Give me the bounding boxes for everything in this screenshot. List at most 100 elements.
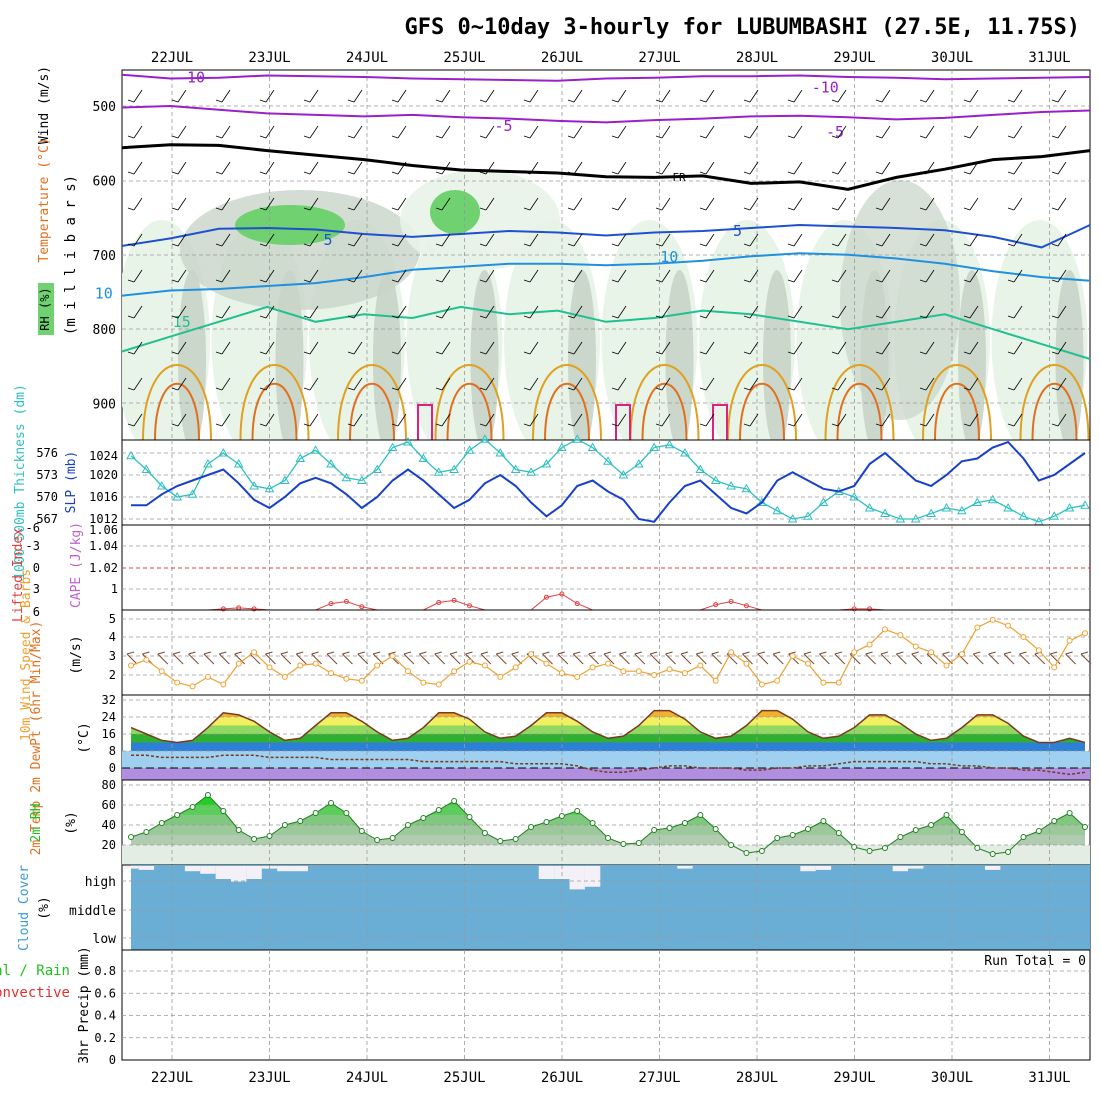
wind-speed-point — [1035, 647, 1042, 654]
wind-barb — [529, 161, 539, 175]
wind-barb-feather — [619, 651, 627, 655]
wind-barb — [441, 269, 451, 283]
wind-speed-point — [466, 658, 473, 665]
thickness-point — [172, 491, 183, 501]
wind-barb — [749, 413, 759, 427]
wind-barb-feather — [655, 423, 663, 427]
wind-barb — [661, 125, 671, 139]
wind-barb-feather — [1007, 243, 1015, 247]
wind-barb-feather — [373, 651, 381, 655]
chart-title: GFS 0~10day 3-hourly for LUBUMBASHI (27.… — [404, 15, 1080, 40]
wind-barb-feather — [963, 387, 971, 391]
wind-barb-feather — [919, 171, 927, 175]
wind-speed-point — [297, 662, 304, 669]
wind-barb — [1013, 377, 1023, 391]
wind-barb-feather — [787, 279, 795, 283]
wind-speed-point — [266, 664, 273, 671]
rh-point — [928, 822, 935, 828]
wind-speed-point — [928, 649, 935, 656]
wind-speed-point — [189, 683, 196, 690]
wind-barb — [309, 269, 319, 283]
wind-barb-feather — [988, 651, 996, 655]
wind-barb-feather — [743, 315, 751, 319]
wind-barb-feather — [919, 279, 927, 283]
wind-barb — [265, 377, 275, 391]
wind-10m-panel-frame — [121, 609, 1091, 696]
wind-speed-point — [989, 616, 996, 623]
wind-barb-feather — [1051, 315, 1059, 319]
wind-barb — [793, 305, 803, 319]
wind-barb-feather — [342, 651, 350, 655]
lifted-index-tick-label: -6 — [26, 521, 40, 535]
wind-barb — [1057, 161, 1067, 175]
wind-barb — [342, 653, 353, 665]
wind-barb — [485, 377, 495, 391]
wind-barb-feather — [831, 171, 839, 175]
lifted-index-tick-label: -3 — [26, 539, 40, 553]
wind-barb — [309, 125, 319, 139]
wind-speed-tick-label: 5 — [109, 612, 116, 626]
wind-barb — [837, 413, 847, 427]
thickness-point — [910, 513, 921, 523]
cloud-clear-bar — [800, 866, 816, 872]
wind-barb-feather — [567, 135, 575, 139]
isotherm-label: 10 — [95, 284, 113, 302]
wind-barb-feather — [743, 351, 751, 355]
isotherm-label: 5 — [733, 222, 742, 240]
top-date-label: 26JUL — [541, 50, 583, 66]
wind-barb-feather — [919, 351, 927, 355]
rh-tick-label: 40 — [102, 818, 116, 832]
wind-speed-point — [651, 672, 658, 678]
wind-barb — [1013, 161, 1023, 175]
wind-barb — [969, 125, 979, 139]
isotherm-10 — [121, 252, 1091, 297]
wind-speed-point — [543, 660, 550, 667]
rh-point — [866, 848, 873, 854]
wind-barb — [1013, 269, 1023, 283]
wind-barb — [661, 377, 671, 391]
wind-barb — [572, 653, 584, 665]
bottom-date-label: 30JUL — [931, 1070, 973, 1086]
wind-speed-point — [420, 679, 427, 686]
wind-barb-feather — [127, 99, 135, 103]
wind-barb — [177, 197, 187, 211]
wind-speed-point — [281, 673, 288, 680]
wind-barb — [265, 197, 275, 211]
wind-speed-point — [374, 662, 381, 669]
thickness-tick-label: 576 — [36, 446, 58, 460]
wind-barb — [742, 653, 753, 665]
wind-barb-feather — [834, 651, 842, 655]
wind-barb-feather — [311, 651, 319, 655]
wind-barb-feather — [215, 351, 223, 355]
wind-barb — [397, 125, 407, 139]
wind-speed-point — [220, 681, 227, 688]
thickness-point — [726, 480, 736, 490]
wind-barb-feather — [391, 315, 399, 319]
wind-barb — [1034, 653, 1046, 665]
top-date-label: 23JUL — [248, 50, 290, 66]
wind-barb — [353, 305, 363, 319]
thickness-point — [556, 442, 567, 451]
cloud-cover-panel: high middle low Cloud Cover (%) — [17, 864, 1091, 951]
cloud-clear-bar — [246, 866, 262, 879]
wind-barb — [772, 653, 784, 665]
wind-barb-feather — [259, 99, 267, 103]
wind-barb — [617, 269, 627, 283]
wind-barb-feather — [1080, 651, 1089, 655]
warm-isotherm-contour — [836, 382, 883, 441]
warm-isotherm-contour — [1019, 364, 1090, 441]
temperature-axis-label: Temperature (°C) — [37, 137, 52, 262]
wind-barb-feather — [973, 651, 981, 655]
wind-barb-feather — [1065, 651, 1073, 655]
wind-barb — [221, 197, 231, 211]
wind-barb — [881, 413, 891, 427]
wind-barb — [1013, 413, 1023, 427]
wind-barb — [617, 413, 627, 427]
cloud-clear-bar — [908, 866, 924, 869]
rh-region-gray — [178, 270, 206, 440]
isotherm-label: 15 — [173, 313, 191, 331]
wind-barb — [265, 413, 275, 427]
wind-barb-feather — [611, 279, 619, 283]
wind-barb-feather — [757, 651, 766, 655]
thickness-point — [1018, 511, 1029, 520]
